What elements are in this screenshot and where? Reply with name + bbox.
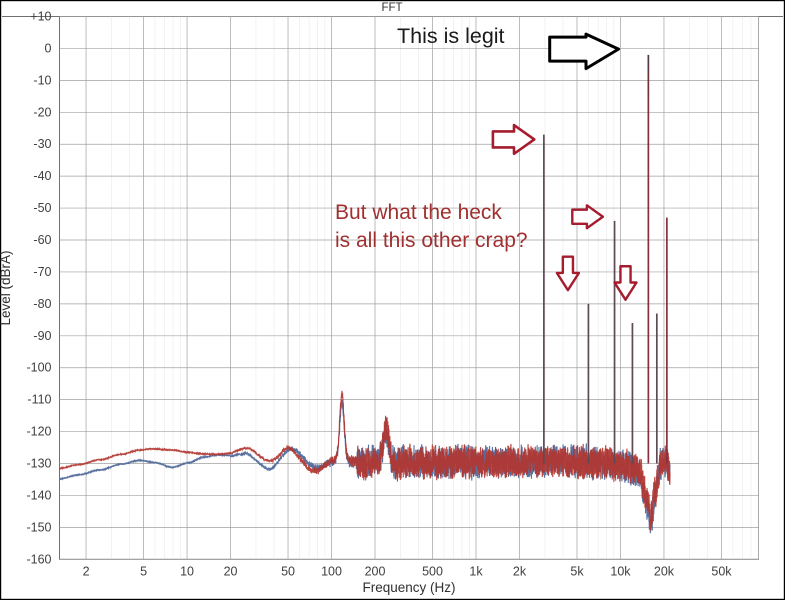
svg-text:-30: -30 bbox=[33, 137, 51, 151]
svg-text:10: 10 bbox=[180, 564, 194, 578]
svg-text:This is legit: This is legit bbox=[397, 24, 505, 48]
svg-text:50: 50 bbox=[281, 564, 295, 578]
svg-text:-80: -80 bbox=[33, 297, 51, 311]
svg-text:20: 20 bbox=[224, 564, 238, 578]
svg-text:+10: +10 bbox=[30, 10, 51, 24]
svg-text:2: 2 bbox=[83, 564, 90, 578]
svg-text:2k: 2k bbox=[513, 564, 527, 578]
svg-text:But what the heck: But what the heck bbox=[335, 201, 502, 224]
svg-text:-50: -50 bbox=[33, 201, 51, 215]
svg-text:500: 500 bbox=[422, 564, 443, 578]
svg-text:-70: -70 bbox=[33, 265, 51, 279]
svg-text:-110: -110 bbox=[27, 393, 51, 407]
svg-text:-10: -10 bbox=[33, 73, 51, 87]
svg-text:Level (dBrA): Level (dBrA) bbox=[0, 250, 13, 325]
svg-text:5k: 5k bbox=[570, 564, 584, 578]
svg-text:is all this other crap?: is all this other crap? bbox=[335, 229, 528, 252]
svg-text:-20: -20 bbox=[33, 105, 51, 119]
svg-text:-140: -140 bbox=[26, 488, 51, 502]
svg-text:-160: -160 bbox=[26, 552, 51, 566]
svg-text:-150: -150 bbox=[26, 520, 51, 534]
svg-text:Frequency (Hz): Frequency (Hz) bbox=[362, 580, 455, 595]
svg-text:100: 100 bbox=[321, 564, 342, 578]
svg-text:-90: -90 bbox=[33, 329, 51, 343]
svg-text:20k: 20k bbox=[654, 564, 675, 578]
svg-text:50k: 50k bbox=[711, 564, 732, 578]
svg-text:0: 0 bbox=[45, 41, 52, 55]
svg-text:-40: -40 bbox=[33, 169, 51, 183]
svg-text:-120: -120 bbox=[26, 425, 51, 439]
svg-text:-100: -100 bbox=[26, 361, 51, 375]
svg-text:-60: -60 bbox=[33, 233, 51, 247]
svg-text:5: 5 bbox=[140, 564, 147, 578]
svg-text:1k: 1k bbox=[469, 564, 483, 578]
svg-text:200: 200 bbox=[365, 564, 386, 578]
svg-text:-130: -130 bbox=[26, 457, 51, 471]
svg-text:10k: 10k bbox=[610, 564, 631, 578]
svg-text:FFT: FFT bbox=[381, 2, 402, 14]
